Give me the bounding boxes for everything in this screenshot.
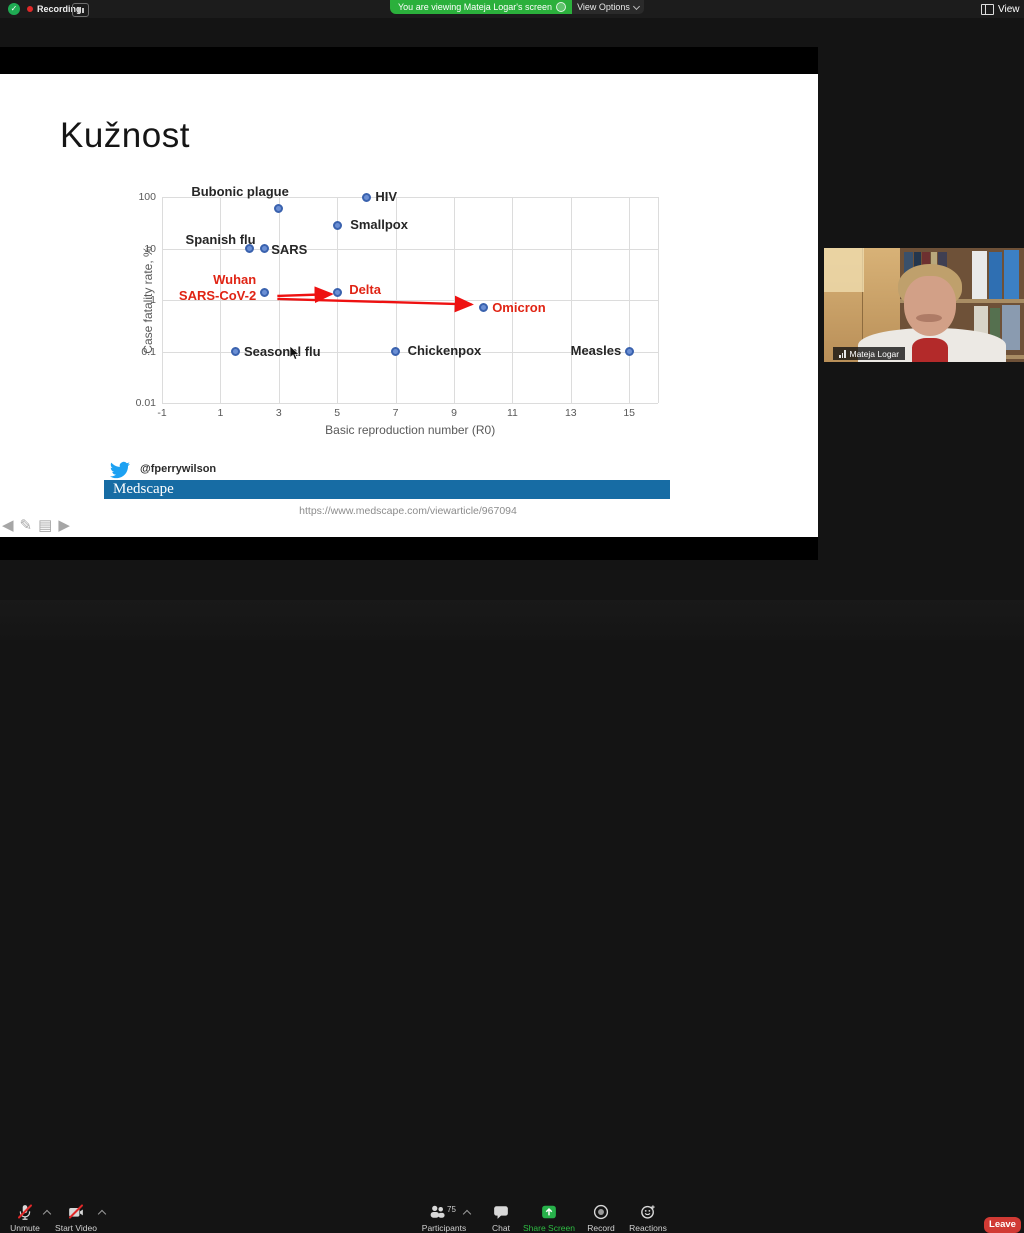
viewing-screen-banner: You are viewing Mateja Logar's screen [390,0,572,14]
x-tick-label: 15 [623,407,636,419]
pause-stop-recording-button[interactable] [72,3,89,17]
zoom-top-bar: ✓ Recording You are viewing Mateja Logar… [0,0,1024,18]
gridline-v [162,197,163,403]
point-label: HIV [375,189,398,204]
reactions-icon [641,1205,655,1219]
gridline-h [162,197,659,198]
view-options-dropdown[interactable]: View Options [572,0,644,14]
viewing-screen-text: You are viewing Mateja Logar's screen [398,2,552,12]
mouse-cursor [289,346,300,360]
point-chickenpox [391,347,401,356]
point-smallpox [332,220,342,230]
person-mouth [916,314,942,322]
point-hiv [361,192,371,202]
timer-icon [555,2,566,12]
plot-right-border [658,197,660,403]
point-bubonic-plague [274,203,284,213]
point-label: Delta [349,282,381,298]
x-tick-label: 9 [451,407,457,419]
y-axis-title: Case fatality rate, % [141,246,155,354]
gridline-h [162,403,659,404]
gridline-h [162,351,659,353]
view-button[interactable]: View [981,2,1020,16]
gridline-h [162,248,659,250]
reactions-button[interactable]: Reactions [613,1204,683,1233]
gridline-v [570,197,572,403]
blue-binder [1004,250,1019,300]
x-axis-title: Basic reproduction number (R0) [325,423,496,437]
blue-binder [989,252,1002,299]
x-tick-label: 1 [217,407,224,419]
medscape-brand-bar: Medscape [104,480,670,499]
share-screen-icon [542,1205,556,1219]
layout-icon [981,3,994,15]
point-label: Omicron [492,299,546,315]
recording-dot-icon [27,6,33,12]
recording-label: Recording [37,4,82,14]
person-face [904,276,956,336]
gridline-v [454,197,455,403]
prev-arrow-icon[interactable]: ◀ [2,517,20,534]
x-tick-label: 7 [392,407,399,419]
shelf-board [900,299,1024,303]
presenter-nav-icons[interactable]: ◀✎▤▶ [2,516,76,534]
participants-icon [430,1205,445,1218]
presentation-slide: Kužnost 100 10 1 0.1 0.01 -1 1 3 5 7 9 11 13 15 Basic … [0,74,818,537]
point-label: Smallpox [350,217,408,233]
shared-screen-region: Kužnost 100 10 1 0.1 0.01 -1 1 3 5 7 9 11 13 15 Basic … [0,47,818,560]
gridline-v [629,197,631,403]
point-label: Spanish flu [185,231,256,247]
annotation-box-icon[interactable]: ▤ [38,517,59,534]
point-label: Wuhan SARS-CoV-2 [178,272,257,304]
meeting-secure-icon: ✓ [8,3,20,15]
point-label: Measles [570,342,622,358]
book-stack [1002,305,1020,350]
audio-level-icon [839,349,846,358]
y-tick-label: 100 [138,191,156,203]
next-arrow-icon[interactable]: ▶ [58,517,76,534]
start-video-button[interactable]: Start Video [41,1204,111,1233]
y-tick-label: 1 [150,294,156,306]
gridline-v [278,197,280,403]
point-label: SARS [271,241,308,257]
record-icon [593,1204,609,1220]
x-tick-label: -1 [157,407,167,419]
participant-name-tag: Mateja Logar [833,347,906,360]
pen-icon[interactable]: ✎ [19,517,39,534]
medscape-logo: Medscape [113,481,174,497]
point-label: Seasonal flu [244,343,321,359]
participants-count-badge: 75 [447,1205,456,1214]
x-tick-label: 11 [506,407,518,419]
y-tick-label: 0.1 [141,345,156,358]
zoom-bottom-toolbar: Unmute Start Video 75 Participants [0,600,1024,1233]
participant-video-tile[interactable]: Mateja Logar [824,248,1024,362]
twitter-handle: @fperrywilson [140,463,217,475]
chat-icon [494,1206,508,1219]
person-red-shirt [912,338,948,362]
slide-title: Kužnost [60,116,190,155]
point-seasonal-flu [230,347,240,356]
point-label: Bubonic plague [191,184,289,200]
point-omicron [478,303,488,313]
point-measles [624,347,634,356]
white-binder [972,251,987,299]
x-tick-label: 3 [275,407,282,419]
y-tick-label: 0.01 [135,397,156,409]
chevron-down-icon [632,2,640,10]
y-tick-label: 10 [144,242,156,255]
book-spine [990,308,1000,350]
point-delta [332,287,342,297]
source-url: https://www.medscape.com/viewarticle/967… [299,505,517,517]
gridline-v [220,197,222,403]
leave-button[interactable]: Leave [984,1217,1021,1233]
twitter-bird-icon [110,461,130,479]
point-spanish-flu [245,244,255,253]
x-tick-label: 13 [564,407,577,419]
point-label: Chickenpox [407,342,482,358]
x-tick-label: 5 [334,407,341,419]
gridline-v [512,197,514,403]
point-wuhan [259,287,269,297]
point-sars [259,244,269,253]
